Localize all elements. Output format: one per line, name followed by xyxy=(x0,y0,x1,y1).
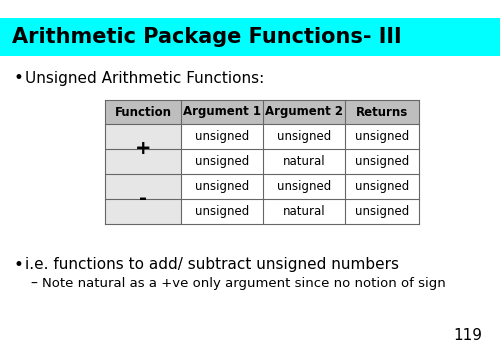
Text: -: - xyxy=(139,190,147,209)
Text: unsigned: unsigned xyxy=(195,180,249,193)
Text: unsigned: unsigned xyxy=(195,205,249,218)
Text: unsigned: unsigned xyxy=(195,130,249,143)
Bar xyxy=(105,174,181,224)
Text: Arithmetic Package Functions- III: Arithmetic Package Functions- III xyxy=(12,27,402,47)
Text: •: • xyxy=(14,256,24,274)
Text: Function: Function xyxy=(114,106,172,119)
Text: Argument 1: Argument 1 xyxy=(183,106,261,119)
Text: unsigned: unsigned xyxy=(277,180,331,193)
Text: unsigned: unsigned xyxy=(195,155,249,168)
Text: unsigned: unsigned xyxy=(355,130,409,143)
Text: i.e. functions to add/ subtract unsigned numbers: i.e. functions to add/ subtract unsigned… xyxy=(25,257,399,273)
Bar xyxy=(0,18,500,56)
Text: unsigned: unsigned xyxy=(355,180,409,193)
Text: +: + xyxy=(135,139,151,158)
Text: Returns: Returns xyxy=(356,106,408,119)
Text: unsigned: unsigned xyxy=(355,155,409,168)
Text: •: • xyxy=(14,69,24,87)
Text: unsigned: unsigned xyxy=(277,130,331,143)
Text: unsigned: unsigned xyxy=(355,205,409,218)
Text: –: – xyxy=(30,277,37,291)
Text: Unsigned Arithmetic Functions:: Unsigned Arithmetic Functions: xyxy=(25,71,264,85)
Bar xyxy=(105,100,419,124)
Text: 119: 119 xyxy=(453,328,482,342)
Text: natural: natural xyxy=(282,155,326,168)
Text: Argument 2: Argument 2 xyxy=(265,106,343,119)
Text: Note natural as a +ve only argument since no notion of sign: Note natural as a +ve only argument sinc… xyxy=(42,277,446,291)
Bar xyxy=(105,124,181,174)
Text: natural: natural xyxy=(282,205,326,218)
